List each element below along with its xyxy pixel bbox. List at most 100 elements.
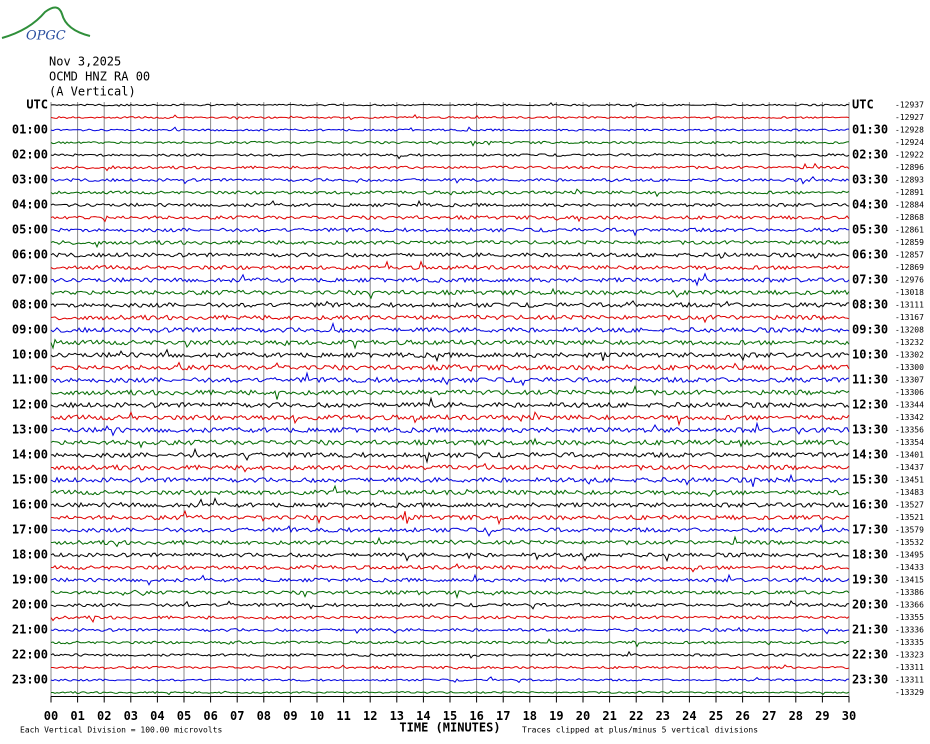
trace: [50, 239, 850, 249]
offset-label: -13354: [895, 438, 924, 447]
offset-label: -13451: [895, 476, 924, 485]
x-tick-label: 05: [177, 709, 191, 723]
trace: [50, 484, 850, 498]
date: Nov 3,2025: [49, 55, 121, 69]
right-time-label: 20:30: [852, 598, 888, 612]
offset-label: -12928: [895, 126, 924, 135]
x-tick-label: 08: [257, 709, 271, 723]
left-time-label: 15:00: [12, 473, 48, 487]
x-tick-label: 23: [656, 709, 670, 723]
trace: [50, 152, 850, 160]
right-time-label: 02:30: [852, 148, 888, 162]
x-tick-label: 14: [416, 709, 430, 723]
offset-label: -13366: [895, 601, 924, 610]
left-time-label: 16:00: [12, 498, 48, 512]
trace: [50, 272, 850, 287]
offset-label: -13208: [895, 326, 924, 335]
x-tick-label: 13: [390, 709, 404, 723]
offset-label: -13111: [895, 301, 924, 310]
right-time-label: 21:30: [852, 623, 888, 637]
right-time-label: 01:30: [852, 123, 888, 137]
right-time-label: 03:30: [852, 173, 888, 187]
x-tick-label: 24: [682, 709, 696, 723]
trace: [50, 227, 850, 237]
offset-label: -13342: [895, 413, 924, 422]
x-tick-label: 10: [310, 709, 324, 723]
trace: [50, 102, 850, 108]
x-tick-label: 25: [709, 709, 723, 723]
left-time-label: 10:00: [12, 348, 48, 362]
scale-note: Each Vertical Division = 100.00 microvol…: [20, 726, 222, 735]
offset-label: -12896: [895, 163, 924, 172]
trace: [50, 626, 850, 635]
station: OCMD HNZ RA 00: [49, 70, 150, 84]
trace: [50, 176, 850, 185]
offset-label: -12869: [895, 263, 924, 272]
left-time-label: 01:00: [12, 123, 48, 137]
x-tick-label: 02: [97, 709, 111, 723]
trace: [50, 473, 850, 487]
trace: [50, 573, 850, 586]
offset-label: -13415: [895, 576, 924, 585]
logo-text: OPGC: [26, 29, 66, 44]
trace: [50, 509, 850, 526]
right-time-label: 06:30: [852, 248, 888, 262]
offset-label: -13336: [895, 626, 924, 635]
trace: [51, 664, 850, 671]
offset-label: -12884: [895, 201, 924, 210]
trace: [51, 462, 850, 473]
x-tick-label: 15: [443, 709, 457, 723]
trace: [50, 162, 850, 172]
right-time-label: 09:30: [852, 323, 888, 337]
trace: [50, 338, 850, 350]
left-time-label: 06:00: [12, 248, 48, 262]
offset-label: -13527: [895, 501, 924, 510]
trace: [50, 140, 850, 147]
trace: [50, 523, 850, 537]
offset-label: -12861: [895, 226, 924, 235]
left-time-label: UTC: [26, 98, 48, 112]
offset-label: -12922: [895, 151, 924, 160]
x-tick-label: 26: [735, 709, 749, 723]
right-time-label: 18:30: [852, 548, 888, 562]
offset-label: -13307: [895, 376, 924, 385]
clip-note: Traces clipped at plus/minus 5 vertical …: [522, 726, 758, 735]
right-time-label: 04:30: [852, 198, 888, 212]
x-tick-label: 29: [815, 709, 829, 723]
offset-label: -13532: [895, 538, 924, 547]
x-tick-label: 28: [789, 709, 803, 723]
offset-label: -13306: [895, 388, 924, 397]
right-time-label: 15:30: [852, 473, 888, 487]
x-tick-label: 18: [523, 709, 537, 723]
right-time-label: UTC: [852, 98, 874, 112]
offset-label: -13579: [895, 526, 924, 535]
offset-label: -13356: [895, 426, 924, 435]
x-tick-label: 19: [549, 709, 563, 723]
left-time-label: 14:00: [12, 448, 48, 462]
trace: [50, 371, 850, 387]
offset-label: -13329: [895, 688, 924, 697]
component: (A Vertical): [49, 85, 136, 99]
x-tick-label: 03: [124, 709, 138, 723]
x-tick-label: 16: [469, 709, 483, 723]
left-time-label: 23:00: [12, 673, 48, 687]
left-time-label: 05:00: [12, 223, 48, 237]
trace: [50, 447, 850, 464]
x-tick-label: 07: [230, 709, 244, 723]
offset-label: -12857: [895, 251, 924, 260]
trace: [50, 535, 850, 548]
offset-label: -13232: [895, 338, 924, 347]
offset-label: -12859: [895, 238, 924, 247]
offset-label: -13433: [895, 563, 924, 572]
offset-label: -12891: [895, 188, 924, 197]
offset-label: -13401: [895, 451, 924, 460]
trace: [50, 214, 850, 223]
offset-label: -13437: [895, 463, 924, 472]
offset-label: -13018: [895, 288, 924, 297]
offset-label: -13495: [895, 551, 924, 560]
x-tick-label: 11: [336, 709, 350, 723]
right-time-label: 07:30: [852, 273, 888, 287]
trace: [50, 300, 850, 309]
trace: [50, 287, 850, 300]
offset-label: -13483: [895, 488, 924, 497]
